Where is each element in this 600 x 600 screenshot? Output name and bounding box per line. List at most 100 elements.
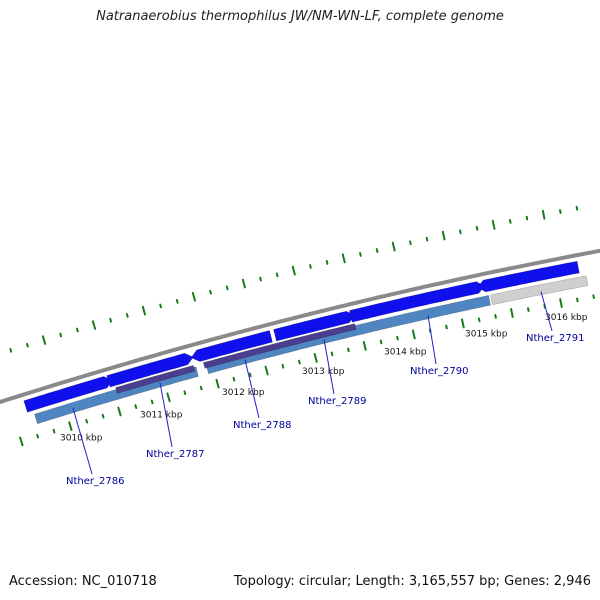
outer-tick-mark bbox=[125, 313, 129, 318]
inner-tick-mark bbox=[396, 335, 399, 341]
outer-tick-mark bbox=[391, 241, 396, 252]
outer-tick-mark bbox=[441, 230, 446, 241]
outer-tick-mark bbox=[325, 260, 329, 265]
gene-arrow-forward[interactable] bbox=[190, 330, 273, 362]
inner-tick-mark bbox=[510, 308, 514, 318]
outer-tick-mark bbox=[475, 225, 479, 231]
overlap-band[interactable] bbox=[202, 323, 357, 369]
outer-tick-mark bbox=[76, 327, 79, 333]
inner-tick-mark bbox=[101, 413, 105, 419]
outer-tick-mark bbox=[459, 229, 462, 235]
gene-label[interactable]: Nther_2789 bbox=[308, 396, 366, 407]
outer-tick-mark bbox=[525, 215, 529, 221]
gene-label[interactable]: Nther_2788 bbox=[233, 420, 291, 431]
inner-tick-mark bbox=[330, 351, 334, 357]
inner-tick-mark bbox=[85, 418, 89, 424]
inner-tick-mark bbox=[411, 329, 416, 340]
inner-tick-mark bbox=[248, 372, 252, 378]
gene-leader-line bbox=[323, 339, 335, 395]
inner-tick-mark bbox=[232, 376, 236, 382]
gene-arrow-forward[interactable] bbox=[106, 352, 194, 388]
gene-arrow-forward[interactable] bbox=[477, 260, 580, 293]
inner-tick-mark bbox=[19, 436, 24, 447]
inner-tick-mark bbox=[183, 390, 187, 395]
outer-tick-mark bbox=[409, 240, 412, 246]
inner-tick-mark bbox=[281, 363, 285, 369]
outer-tick-mark bbox=[26, 342, 29, 348]
outer-tick-mark bbox=[491, 219, 496, 230]
inner-tick-mark bbox=[461, 318, 465, 329]
outer-tick-mark bbox=[191, 291, 196, 302]
outer-tick-mark bbox=[259, 276, 262, 282]
outer-tick-mark bbox=[159, 303, 162, 309]
gene-label[interactable]: Nther_2786 bbox=[66, 476, 124, 487]
gene-features bbox=[23, 260, 589, 425]
outer-tick-mark bbox=[9, 348, 13, 353]
tick-label: 3015 kbp bbox=[465, 330, 508, 340]
overlap-band[interactable] bbox=[115, 365, 196, 394]
outer-tick-mark bbox=[341, 253, 346, 264]
inner-tick-mark bbox=[592, 294, 595, 300]
outer-tick-mark bbox=[91, 320, 97, 330]
outer-tick-mark bbox=[225, 285, 229, 291]
outer-tick-mark bbox=[41, 335, 47, 345]
backbone-line bbox=[0, 248, 600, 405]
outer-tick-mark bbox=[375, 248, 379, 253]
tick-label: 3012 kbp bbox=[222, 388, 265, 398]
inner-tick-mark bbox=[576, 297, 579, 303]
gene-labels: Nther_2786 Nther_2787 Nther_2788 Nther_2789… bbox=[66, 291, 584, 487]
outer-tick-mark bbox=[59, 332, 63, 338]
outer-tick-mark bbox=[209, 289, 212, 295]
outer-tick-mark bbox=[175, 299, 179, 304]
outer-tick-ring bbox=[9, 205, 579, 353]
inner-tick-mark bbox=[313, 353, 318, 363]
tick-label: 3016 kbp bbox=[545, 313, 588, 323]
outer-tick-mark bbox=[291, 265, 296, 276]
inner-tick-mark bbox=[559, 298, 563, 308]
outer-tick-mark bbox=[559, 209, 562, 214]
outer-tick-mark bbox=[359, 252, 362, 257]
inner-tick-mark bbox=[36, 433, 39, 439]
inner-tick-mark bbox=[362, 341, 367, 351]
outer-tick-mark bbox=[541, 209, 546, 220]
inner-tick-mark bbox=[494, 314, 497, 319]
inner-tick-mark bbox=[166, 392, 171, 403]
inner-tick-mark bbox=[68, 421, 73, 431]
inner-tick-mark bbox=[52, 428, 56, 434]
inner-tick-mark bbox=[150, 399, 154, 405]
outer-tick-mark bbox=[309, 264, 312, 269]
outer-tick-mark bbox=[109, 317, 112, 323]
outer-tick-mark bbox=[425, 236, 429, 242]
inner-tick-mark bbox=[527, 307, 530, 312]
accession-text: Accession: NC_010718 bbox=[9, 574, 157, 589]
inner-tick-mark bbox=[215, 378, 220, 389]
inner-tick-mark bbox=[379, 339, 383, 345]
gene-leader-line bbox=[159, 382, 173, 448]
tick-label: 3014 kbp bbox=[384, 348, 427, 358]
gene-label[interactable]: Nther_2787 bbox=[146, 449, 204, 460]
gene-label[interactable]: Nther_2791 bbox=[526, 333, 584, 344]
inner-tick-mark bbox=[117, 406, 122, 417]
tick-label: 3011 kbp bbox=[140, 410, 183, 420]
gene-block-pseudo[interactable] bbox=[490, 275, 589, 306]
outer-tick-mark bbox=[509, 219, 512, 224]
gene-block-reverse[interactable] bbox=[205, 295, 491, 375]
inner-tick-mark bbox=[199, 385, 203, 391]
outer-tick-mark bbox=[241, 278, 246, 289]
inner-tick-mark bbox=[445, 324, 448, 330]
inner-tick-mark bbox=[298, 359, 301, 365]
inner-tick-mark bbox=[347, 347, 350, 353]
outer-tick-mark bbox=[141, 305, 146, 316]
gene-label[interactable]: Nther_2790 bbox=[410, 366, 468, 377]
inner-tick-mark bbox=[264, 365, 269, 376]
gene-leader-line bbox=[72, 407, 93, 475]
inner-tick-mark bbox=[477, 317, 481, 323]
map-title: Natranaerobius thermophilus JW/NM-WN-LF,… bbox=[96, 9, 504, 24]
genome-backbone bbox=[0, 248, 600, 405]
gene-leader-line bbox=[427, 315, 437, 365]
genome-summary-text: Topology: circular; Length: 3,165,557 bp… bbox=[233, 574, 591, 589]
outer-tick-mark bbox=[575, 205, 579, 211]
inner-tick-ring bbox=[19, 294, 595, 447]
